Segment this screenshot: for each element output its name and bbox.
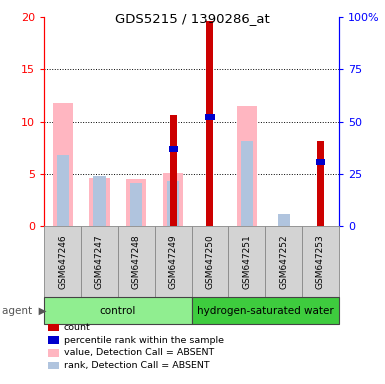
Text: GSM647247: GSM647247 [95, 234, 104, 289]
Text: GSM647252: GSM647252 [279, 234, 288, 289]
Bar [228, 226, 265, 297]
Text: rank, Detection Call = ABSENT: rank, Detection Call = ABSENT [64, 361, 209, 370]
Bar [81, 226, 118, 297]
Bar [169, 115, 177, 226]
Bar [317, 141, 324, 226]
Text: GSM647253: GSM647253 [316, 234, 325, 289]
Bar [169, 146, 178, 152]
Bar [206, 22, 214, 226]
Text: agent  ▶: agent ▶ [2, 306, 46, 316]
Bar [237, 106, 257, 226]
Bar [316, 159, 325, 165]
Bar [302, 226, 339, 297]
Bar [44, 226, 81, 297]
Bar [155, 226, 192, 297]
Text: control: control [100, 306, 136, 316]
Text: GSM647250: GSM647250 [206, 234, 214, 289]
Text: GSM647246: GSM647246 [58, 234, 67, 289]
Text: percentile rank within the sample: percentile rank within the sample [64, 336, 224, 345]
Bar [241, 141, 253, 226]
Text: hydrogen-saturated water: hydrogen-saturated water [197, 306, 333, 316]
Bar [192, 297, 339, 324]
Text: GSM647248: GSM647248 [132, 234, 141, 289]
Text: value, Detection Call = ABSENT: value, Detection Call = ABSENT [64, 348, 214, 358]
Bar [205, 114, 214, 120]
Bar [265, 226, 302, 297]
Text: count: count [64, 323, 90, 332]
Text: GSM647249: GSM647249 [169, 234, 177, 289]
Bar [57, 155, 69, 226]
Text: GSM647251: GSM647251 [242, 234, 251, 289]
Text: GDS5215 / 1390286_at: GDS5215 / 1390286_at [115, 12, 270, 25]
Bar [53, 103, 73, 226]
Bar [126, 179, 146, 226]
Bar [130, 183, 142, 226]
Bar [163, 173, 183, 226]
Bar [278, 214, 290, 226]
Bar [89, 178, 110, 226]
Bar [192, 226, 228, 297]
Bar [94, 176, 105, 226]
Bar [44, 297, 192, 324]
Bar [118, 226, 155, 297]
Bar [167, 181, 179, 226]
